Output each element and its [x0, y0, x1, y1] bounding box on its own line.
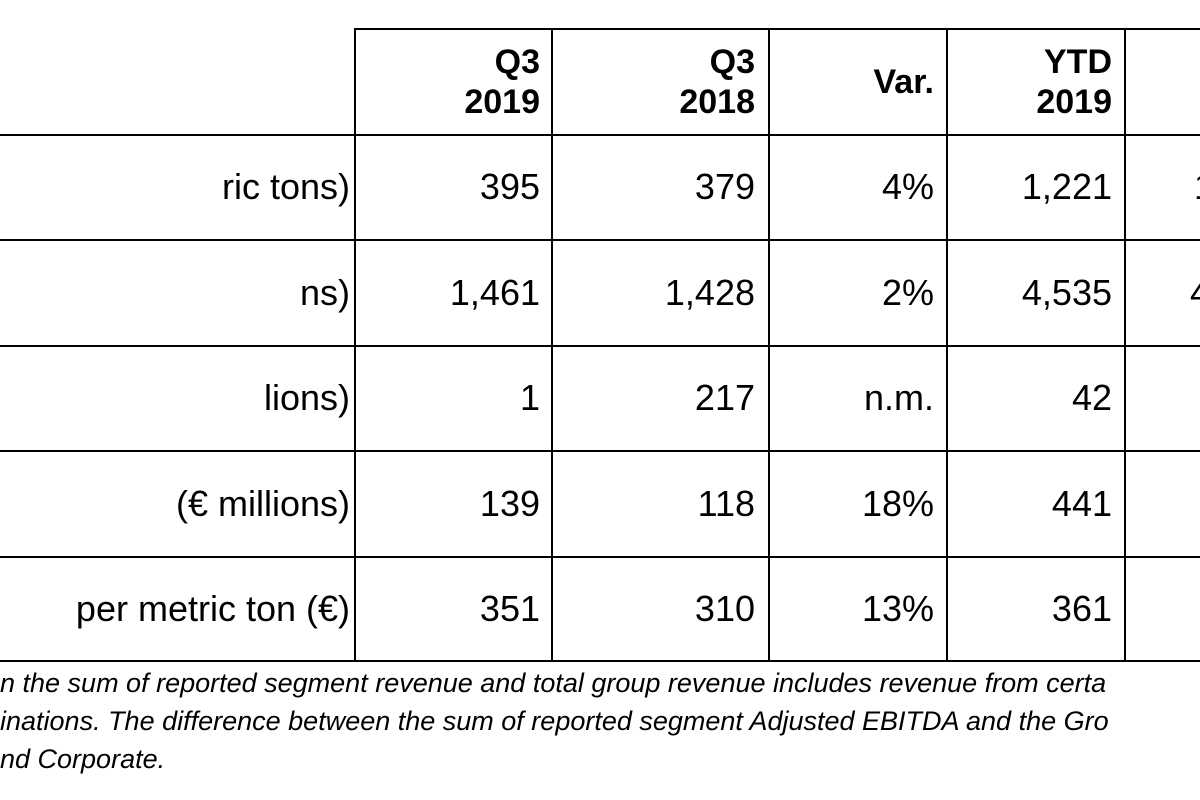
row-divider: [0, 239, 1200, 241]
cell-q3-2018: 310: [694, 588, 755, 629]
cell-ytd-2019: 1,221: [1021, 166, 1112, 207]
cell-ytd-2019: 441: [1051, 483, 1112, 524]
row-label: per metric ton (€): [75, 589, 350, 629]
table-top-border: [356, 28, 1200, 30]
row-divider: [0, 556, 1200, 558]
cell-q3-2019: 1: [519, 377, 540, 418]
cell-var: 13%: [861, 588, 934, 629]
cell-var: 4%: [881, 166, 934, 207]
cell-ytd-2019: 361: [1051, 588, 1112, 629]
cell-var: n.m.: [863, 377, 934, 418]
cell-q3-2018: 217: [694, 377, 755, 418]
footnote-line: inations. The difference between the sum…: [0, 706, 1109, 736]
column-header-ytd-2019: YTD 2019: [1036, 43, 1112, 121]
column-divider: [946, 28, 948, 662]
column-header-q3-2019: Q3 2019: [464, 43, 540, 121]
row-label: lions): [263, 378, 350, 418]
cell-ytd-2019: 42: [1071, 377, 1112, 418]
table-bottom-border: [0, 660, 1200, 662]
cell-q3-2018: 1,428: [664, 272, 755, 313]
column-divider: [551, 28, 553, 662]
footnote-line: n the sum of reported segment revenue an…: [0, 668, 1107, 698]
column-header-q3-2018: Q3 2018: [679, 43, 755, 121]
cell-q3-2019: 351: [479, 588, 540, 629]
cell-ytd-2018: 1: [1194, 167, 1200, 207]
cell-ytd-2019: 4,535: [1021, 272, 1112, 313]
footnote-line: nd Corporate.: [0, 744, 166, 774]
cell-q3-2018: 379: [694, 166, 755, 207]
row-label: (€ millions): [175, 484, 350, 524]
column-divider: [354, 28, 356, 662]
row-divider: [0, 345, 1200, 347]
cell-q3-2019: 1,461: [449, 272, 540, 313]
cell-var: 2%: [881, 272, 934, 313]
cell-var: 18%: [861, 483, 934, 524]
header-row-divider: [0, 134, 1200, 136]
row-divider: [0, 450, 1200, 452]
column-header-var: Var.: [873, 63, 934, 101]
column-divider: [768, 28, 770, 662]
row-label: ns): [299, 273, 350, 313]
cell-q3-2019: 139: [479, 483, 540, 524]
cell-q3-2019: 395: [479, 166, 540, 207]
row-label: ric tons): [221, 167, 350, 207]
cell-ytd-2018: 4: [1190, 273, 1200, 313]
cell-q3-2018: 118: [697, 483, 755, 524]
column-divider: [1124, 28, 1126, 662]
